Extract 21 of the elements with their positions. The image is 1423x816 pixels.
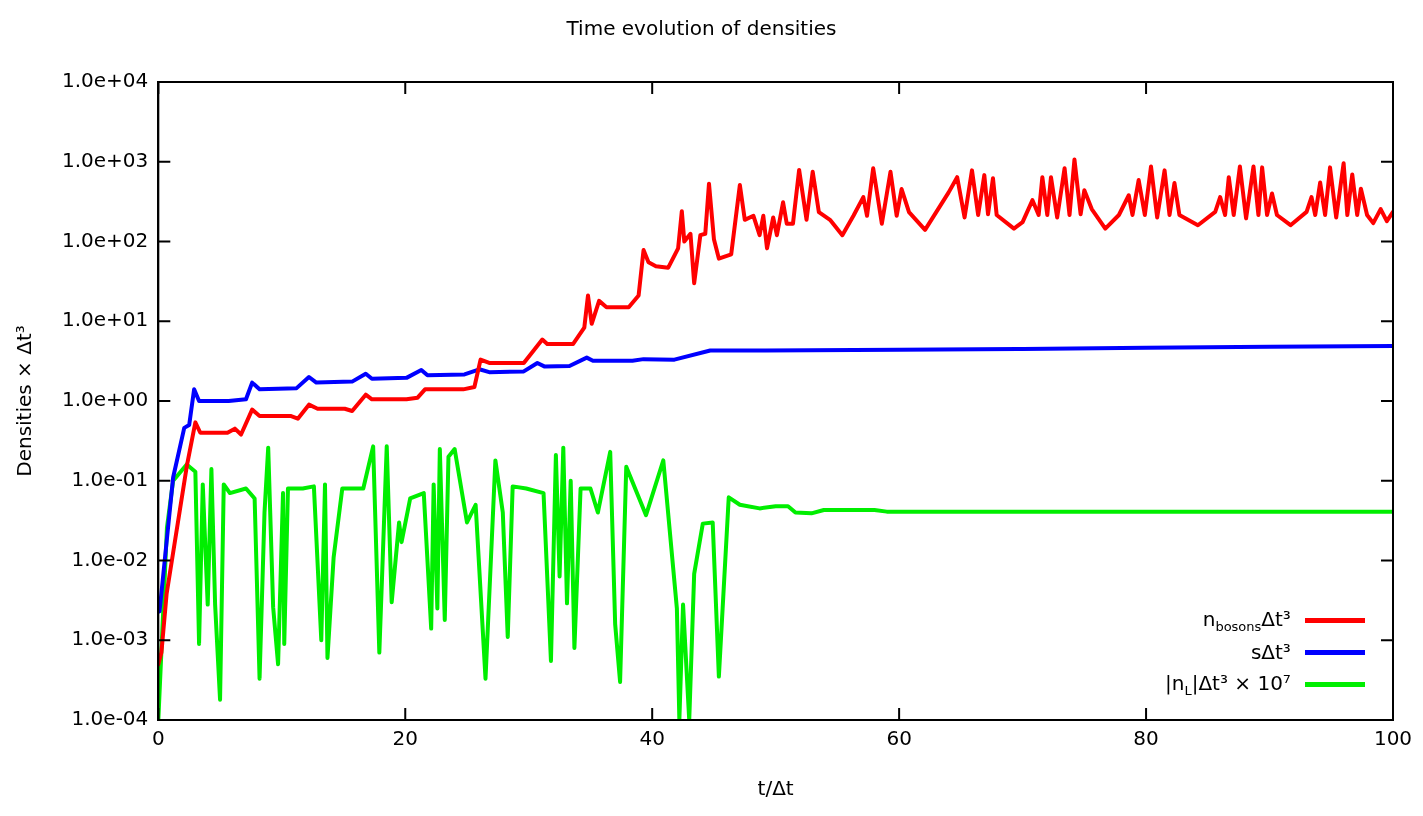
y-tick-label: 1.0e+00 bbox=[61, 387, 149, 412]
y-tick-label: 1.0e-01 bbox=[71, 466, 149, 491]
x-axis-title: t/Δt bbox=[757, 776, 794, 801]
x-tick-label: 100 bbox=[1373, 726, 1413, 751]
chart-title: Time evolution of densities bbox=[565, 16, 837, 41]
legend-label: sΔt³ bbox=[1250, 640, 1291, 664]
x-tick-label: 0 bbox=[151, 726, 165, 751]
y-tick-label: 1.0e-04 bbox=[71, 706, 149, 731]
x-tick-label: 20 bbox=[392, 726, 418, 751]
legend-label: n$_{bosons}$Δt³ bbox=[1202, 606, 1291, 634]
y-tick-label: 1.0e+03 bbox=[61, 147, 149, 172]
x-tick-label: 80 bbox=[1133, 726, 1159, 751]
y-tick-label: 1.0e-03 bbox=[71, 626, 149, 651]
y-tick-label: 1.0e-02 bbox=[71, 546, 149, 571]
y-tick-label: 1.0e+04 bbox=[61, 68, 149, 93]
legend-label: |n$_{L}$|Δt³ × 10⁷ bbox=[1165, 670, 1291, 698]
x-tick-label: 40 bbox=[639, 726, 665, 751]
y-axis-title: Densities × Δt³ bbox=[12, 325, 37, 477]
x-tick-label: 60 bbox=[886, 726, 912, 751]
y-tick-label: 1.0e+02 bbox=[61, 227, 149, 252]
y-tick-label: 1.0e+01 bbox=[61, 307, 149, 332]
